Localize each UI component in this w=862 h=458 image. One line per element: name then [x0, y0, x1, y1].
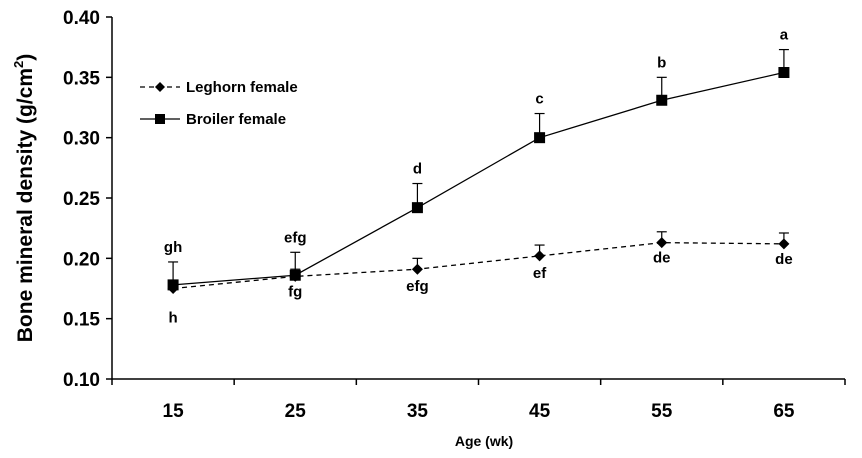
- legend-item-broiler: Broiler female: [140, 111, 286, 128]
- leghorn-significance-label: h: [168, 310, 177, 327]
- broiler-significance-label: efg: [284, 229, 307, 246]
- y-tick-label: 0.35: [63, 68, 100, 89]
- y-axis-title-end: ): [14, 54, 37, 61]
- data-point-diamond: [534, 250, 546, 262]
- y-tick-label: 0.20: [63, 249, 100, 270]
- y-axis-title-main: Bone mineral density (g/cm: [14, 68, 37, 342]
- y-axis-title-superscript: 2: [11, 61, 26, 68]
- broiler-significance-label: b: [657, 54, 666, 71]
- legend: Leghorn female Broiler female: [140, 79, 298, 128]
- y-tick-label: 0.15: [63, 310, 100, 331]
- x-axis-title: Age (wk): [455, 433, 513, 449]
- y-axis-ticks: 0.10 0.15 0.20 0.25 0.30 0.35 0.40: [63, 8, 112, 391]
- leghorn-significance-label: fg: [288, 283, 302, 300]
- data-point-square: [289, 269, 301, 281]
- legend-leghorn-marker: [155, 82, 165, 92]
- leghorn-significance-label: de: [653, 250, 671, 267]
- y-tick-label: 0.10: [63, 370, 100, 391]
- x-tick-label: 25: [285, 401, 307, 422]
- x-tick-label: 45: [529, 401, 551, 422]
- significance-labels: gh h efg fg d efg c ef b de a de: [164, 27, 793, 327]
- data-point-diamond: [411, 263, 423, 275]
- x-tick-label: 65: [773, 401, 795, 422]
- data-point-square: [534, 132, 546, 144]
- legend-item-leghorn: Leghorn female: [140, 79, 298, 96]
- data-point-square: [778, 67, 790, 79]
- y-tick-label: 0.30: [63, 129, 100, 150]
- broiler-significance-label: gh: [164, 239, 182, 256]
- y-tick-label: 0.25: [63, 189, 100, 210]
- data-point-square: [411, 202, 423, 214]
- series-broiler: [167, 48, 790, 291]
- series-line: [173, 241, 784, 290]
- broiler-significance-label: a: [780, 27, 789, 44]
- data-point-diamond: [778, 238, 790, 250]
- data-point-diamond: [656, 237, 668, 249]
- legend-broiler-label: Broiler female: [186, 111, 286, 128]
- data-point-square: [656, 94, 668, 106]
- broiler-significance-label: d: [413, 161, 422, 178]
- axes: [111, 17, 845, 380]
- x-axis-ticks: 15 25 35 45 55 65: [111, 379, 846, 422]
- legend-leghorn-label: Leghorn female: [186, 79, 298, 96]
- x-tick-label: 15: [163, 401, 185, 422]
- leghorn-significance-label: efg: [406, 278, 429, 295]
- series-leghorn: [167, 231, 790, 294]
- broiler-significance-label: c: [535, 91, 543, 108]
- legend-broiler-marker: [155, 114, 165, 124]
- leghorn-significance-label: ef: [533, 265, 547, 282]
- x-tick-label: 35: [407, 401, 429, 422]
- y-tick-label: 0.40: [63, 8, 100, 29]
- data-point-square: [167, 279, 179, 291]
- series-line: [173, 71, 785, 286]
- x-tick-label: 55: [651, 401, 673, 422]
- leghorn-significance-label: de: [775, 251, 793, 268]
- y-axis-title: Bone mineral density (g/cm2): [11, 54, 37, 342]
- series-layer: [167, 48, 790, 294]
